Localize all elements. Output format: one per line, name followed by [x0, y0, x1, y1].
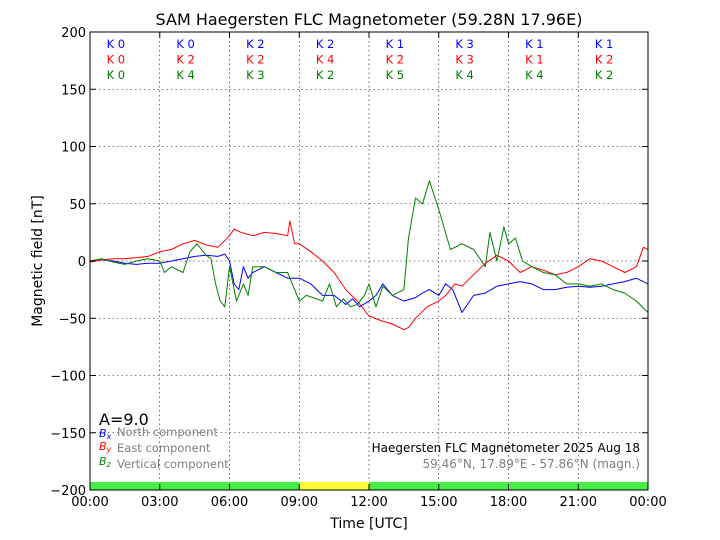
k-index-green: K 4 — [455, 68, 474, 82]
legend: Bx North component By East component Bz … — [99, 425, 229, 471]
k-index-green: K 5 — [386, 68, 405, 82]
legend-item-north: Bx North component — [99, 425, 218, 441]
x-tick-label: 00:00 — [629, 495, 666, 510]
k-index-green: K 3 — [246, 68, 265, 82]
legend-label-vertical: Vertical component — [117, 457, 229, 471]
x-tick-label: 00:00 — [71, 495, 108, 510]
status-bar-segment — [90, 482, 300, 490]
series-line-vertical — [89, 180, 649, 313]
series-lines — [89, 180, 649, 331]
legend-symbol-bx: Bx — [99, 427, 112, 441]
legend-item-vertical: Bz Vertical component — [99, 455, 229, 471]
x-tick-label: 18:00 — [490, 495, 527, 510]
y-tick-label: 0 — [78, 255, 86, 270]
k-index-green: K 0 — [107, 68, 126, 82]
k-index-blue: K 1 — [525, 37, 544, 51]
axis-ticks: 00:00 03:00 06:00 09:00 12:00 15:00 18:00 21:00… — [50, 26, 666, 510]
legend-label-east: East component — [117, 441, 211, 455]
k-index-blue: K 0 — [107, 37, 126, 51]
k-index-blue: K 2 — [246, 37, 265, 51]
k-index-red: K 2 — [176, 53, 195, 67]
k-index-blue: K 3 — [455, 37, 474, 51]
x-tick-label: 15:00 — [420, 495, 457, 510]
legend-item-east: By East component — [99, 440, 211, 455]
station-info: Haegersten FLC Magnetometer 2025 Aug 18 — [372, 441, 640, 455]
y-tick-label: −200 — [50, 484, 86, 499]
y-tick-label: −50 — [59, 312, 86, 327]
x-tick-label: 06:00 — [211, 495, 248, 510]
legend-label-north: North component — [117, 425, 218, 439]
x-tick-label: 03:00 — [141, 495, 178, 510]
k-index-red: K 2 — [386, 53, 405, 67]
x-tick-label: 21:00 — [560, 495, 597, 510]
k-index-blue: K 1 — [595, 37, 614, 51]
k-index-green: K 2 — [316, 68, 335, 82]
y-tick-label: −100 — [50, 370, 86, 385]
k-index-red: K 1 — [525, 53, 544, 67]
legend-symbol-by: By — [99, 440, 112, 454]
k-index-green: K 2 — [595, 68, 614, 82]
a-index: A=9.0 — [99, 410, 149, 429]
legend-symbol-bz: Bz — [99, 455, 112, 469]
station-coordinates: 59.46°N, 17.89°E - 57.86°N (magn.) — [423, 457, 640, 471]
k-index-red: K 0 — [107, 53, 126, 67]
status-bar-segment — [299, 482, 369, 490]
series-line-north — [89, 253, 649, 313]
k-index-green: K 4 — [525, 68, 544, 82]
k-index-red: K 2 — [246, 53, 265, 67]
y-tick-label: 150 — [61, 83, 86, 98]
y-axis-label: Magnetic field [nT] — [30, 195, 46, 327]
y-tick-label: 200 — [61, 26, 86, 41]
k-index-red: K 3 — [455, 53, 474, 67]
k-index-blue: K 1 — [386, 37, 405, 51]
y-tick-label: 50 — [69, 198, 86, 213]
y-tick-label: 100 — [61, 141, 86, 156]
chart-title: SAM Haegersten FLC Magnetometer (59.28N … — [156, 10, 583, 29]
k-index-green: K 4 — [176, 68, 195, 82]
k-index-blue: K 0 — [176, 37, 195, 51]
x-tick-label: 09:00 — [281, 495, 318, 510]
k-index-red: K 2 — [595, 53, 614, 67]
x-axis-label: Time [UTC] — [329, 516, 407, 532]
y-tick-label: −150 — [50, 427, 86, 442]
x-tick-label: 12:00 — [350, 495, 387, 510]
k-index-blue: K 2 — [316, 37, 335, 51]
k-index-red: K 4 — [316, 53, 335, 67]
